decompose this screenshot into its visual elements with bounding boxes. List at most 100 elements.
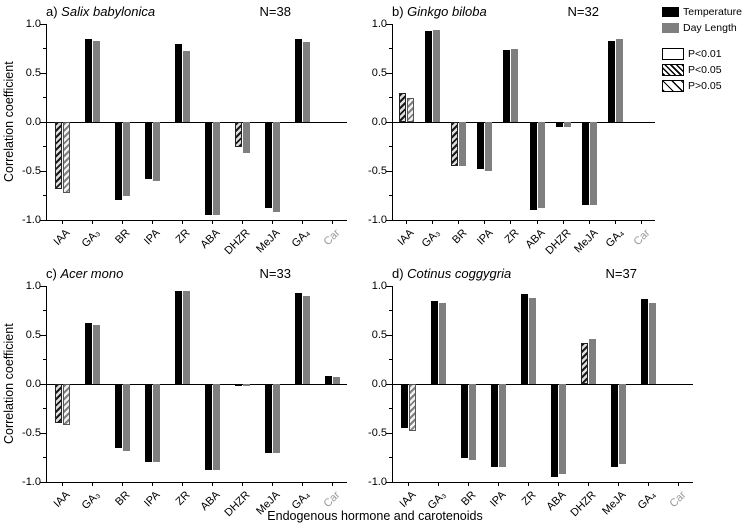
bar-daylength: [459, 122, 466, 167]
x-tick: [431, 220, 433, 224]
bar-daylength: [485, 122, 493, 171]
x-tick: [241, 220, 243, 224]
sample-size-label: N=33: [259, 266, 291, 281]
bar-temperature: [114, 384, 122, 448]
bar-daylength: [152, 122, 160, 181]
y-minor-tick: [43, 310, 46, 311]
y-minor-tick: [389, 457, 392, 458]
panel-label: a): [46, 4, 62, 19]
y-tick: [40, 121, 46, 123]
y-tick-label: -0.5: [368, 426, 387, 439]
bar-daylength: [616, 38, 624, 122]
y-minor-tick: [389, 195, 392, 196]
p005-swatch-icon: [662, 64, 684, 76]
bar-temperature: [324, 376, 332, 384]
plot-area: 1.0 0.5 0.0 -0.5 -1.0 IAA GA₃ BR IPA ZR ABA DHZR MeJ…: [22, 280, 347, 519]
bar-daylength: [182, 51, 190, 122]
x-tick: [181, 220, 183, 224]
x-tick: [271, 220, 273, 224]
plot-area: 1.0 0.5 0.0 -0.5 -1.0 IAA GA₃ BR IPA ZR ABA DHZR MeJ…: [22, 18, 347, 257]
x-tick: [211, 482, 213, 486]
bar-temperature: [294, 292, 302, 384]
y-tick: [386, 121, 392, 123]
y-minor-tick: [389, 359, 392, 360]
species-name: Acer mono: [60, 266, 124, 281]
y-tick: [40, 219, 46, 221]
y-tick: [386, 285, 392, 287]
bar-temperature: [555, 122, 563, 127]
legend-item-p001: P<0.01: [662, 48, 750, 60]
x-tick: [331, 220, 333, 224]
bar-daylength: [122, 384, 130, 451]
temperature-swatch-icon: [662, 7, 679, 17]
y-tick-label: -1.0: [368, 475, 387, 488]
y-minor-tick: [43, 97, 46, 98]
zero-axis-line: [393, 383, 693, 385]
x-tick: [271, 482, 273, 486]
x-tick: [617, 482, 619, 486]
x-tick: [91, 220, 93, 224]
bar-temperature: [503, 50, 511, 122]
bar-temperature: [430, 300, 438, 384]
bar-temperature: [294, 38, 302, 122]
y-minor-tick: [43, 359, 46, 360]
x-tick: [241, 482, 243, 486]
x-tick: [151, 220, 153, 224]
bar-daylength: [122, 122, 130, 196]
x-tick: [61, 482, 63, 486]
x-tick: [641, 220, 643, 224]
x-tick: [615, 220, 617, 224]
y-tick-label: 0.5: [371, 66, 387, 79]
legend: Temperature Day Length P<0.01 P<0.05 P>0…: [662, 6, 750, 96]
x-tick: [301, 220, 303, 224]
y-minor-tick: [389, 310, 392, 311]
y-minor-tick: [43, 457, 46, 458]
significance-legend: P<0.01 P<0.05 P>0.05: [662, 48, 750, 92]
y-tick: [386, 334, 392, 336]
bar-temperature: [529, 122, 537, 211]
legend-label: P<0.05: [688, 64, 722, 76]
bar-temperature: [144, 122, 152, 179]
bar-temperature: [460, 384, 468, 458]
species-name: Ginkgo biloba: [407, 4, 487, 19]
panel-label: c): [46, 266, 61, 281]
bar-daylength: [438, 302, 446, 384]
y-tick: [40, 170, 46, 172]
y-tick: [40, 383, 46, 385]
y-tick: [386, 170, 392, 172]
plot-area: 1.0 0.5 0.0 -0.5 -1.0 IAA GA₃ BR IPA ZR ABA DHZR MeJ…: [368, 18, 655, 257]
bar-daylength: [511, 48, 519, 122]
x-tick: [458, 220, 459, 224]
bar-daylength: [618, 384, 626, 465]
legend-item-temperature: Temperature: [662, 6, 750, 18]
bar-daylength: [588, 338, 596, 384]
bar-temperature: [550, 384, 558, 478]
panel-title: c) Acer mono N=33: [46, 266, 346, 286]
y-tick-label: 0.0: [371, 377, 387, 390]
bar-temperature: [114, 122, 122, 201]
p-gt-005-swatch-icon: [662, 80, 684, 92]
legend-label: P>0.05: [688, 80, 722, 92]
bar-temperature: [424, 30, 432, 122]
legend-item-daylength: Day Length: [662, 22, 750, 34]
y-tick-label: -1.0: [368, 213, 387, 226]
zero-axis-line: [47, 121, 347, 123]
y-tick-label: 0.0: [25, 115, 41, 128]
y-minor-tick: [43, 195, 46, 196]
bar-daylength: [408, 384, 416, 432]
bar-daylength: [152, 384, 160, 463]
x-tick: [484, 220, 486, 224]
y-tick-label: -0.5: [22, 426, 41, 439]
bar-daylength: [92, 40, 100, 122]
y-tick-label: -1.0: [22, 475, 41, 488]
zero-axis-line: [393, 121, 655, 123]
panel-title: a) Salix babylonica N=38: [46, 4, 346, 24]
p001-swatch-icon: [662, 48, 684, 60]
panel-d: d) Cotinus coggygria N=37 1.0 0.5 0.0 -0.5 -…: [368, 266, 693, 519]
panel-a: a) Salix babylonica N=38 1.0 0.5 0.0 -0.5 -1…: [22, 4, 347, 257]
bar-temperature: [174, 290, 182, 384]
bar-daylength: [242, 384, 250, 386]
x-tick: [151, 482, 153, 486]
legend-item-p005: P<0.05: [662, 64, 750, 76]
bar-temperature: [451, 122, 458, 167]
